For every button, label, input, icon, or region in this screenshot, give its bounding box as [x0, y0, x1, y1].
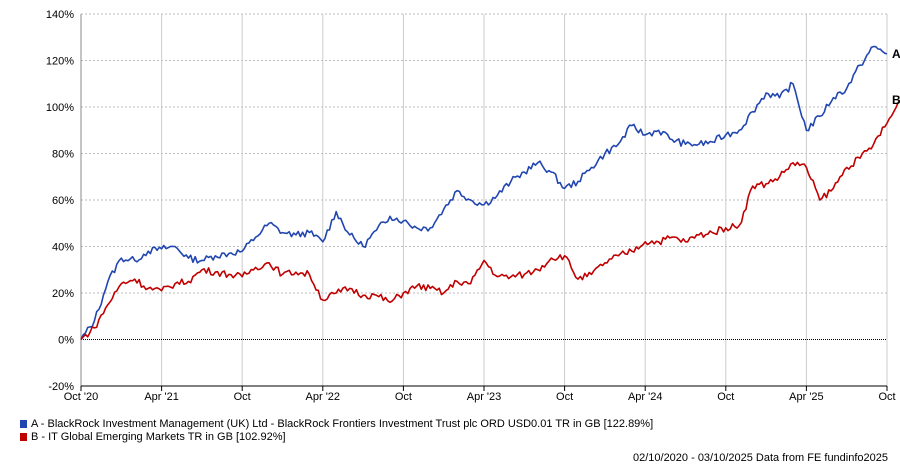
series-line-b [80, 99, 900, 341]
y-tick-label: 80% [52, 149, 74, 161]
grid [80, 13, 888, 386]
axes [80, 14, 888, 391]
x-tick-label: Apr '22 [306, 391, 341, 403]
legend-swatch-a [20, 420, 27, 428]
y-tick-label: 100% [46, 102, 74, 114]
x-tick-label: Oct '20 [64, 391, 99, 403]
y-tick-label: 40% [52, 242, 74, 254]
legend-item-b: B - IT Global Emerging Markets TR in GB … [20, 431, 286, 443]
x-tick-label: Apr '21 [144, 391, 179, 403]
y-tick-label: -20% [48, 381, 74, 393]
legend-label-b: B - IT Global Emerging Markets TR in GB … [31, 431, 286, 443]
series-lines [80, 45, 900, 341]
x-tick-label: Oct [556, 391, 573, 403]
x-tick-label: Apr '25 [789, 391, 824, 403]
y-tick-label: 0% [58, 335, 74, 347]
tick-labels: 140% 120% 100% 80% 60% 40% 20% 0% -20%Oct '20 Apr… [46, 9, 900, 403]
footer-source: 02/10/2020 - 03/10/2025 Data from FE fun… [632, 452, 888, 464]
end-label-a: A [892, 47, 900, 61]
y-tick-label: 120% [46, 56, 74, 68]
x-tick-label: Oct [234, 391, 251, 403]
legend-swatch-b [20, 433, 27, 441]
y-tick-label: 140% [46, 9, 74, 21]
legend-item-a: A - BlackRock Investment Management (UK)… [20, 418, 653, 430]
x-tick-label: Apr '23 [467, 391, 502, 403]
y-tick-label: 60% [52, 195, 74, 207]
x-tick-label: Oct [395, 391, 412, 403]
x-tick-label: Oct [878, 391, 895, 403]
y-tick-label: 20% [52, 288, 74, 300]
x-tick-label: Oct [717, 391, 734, 403]
series-line-a [80, 45, 888, 340]
x-tick-label: Apr '24 [628, 391, 663, 403]
end-label-b: B [892, 93, 900, 107]
legend-label-a: A - BlackRock Investment Management (UK)… [31, 418, 654, 430]
